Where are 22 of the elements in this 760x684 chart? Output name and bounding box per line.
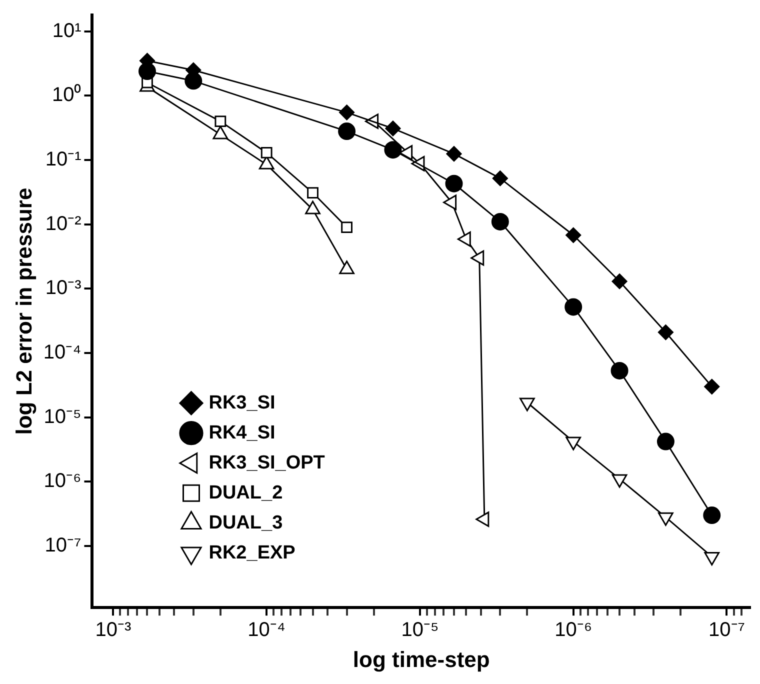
y-tick-label: 10¹ xyxy=(52,20,82,42)
legend-label: DUAL_3 xyxy=(208,512,283,534)
y-tick-label: 10⁻⁵ xyxy=(44,406,82,428)
legend-label: RK3_SI_OPT xyxy=(208,452,326,474)
y-axis-title: log L2 error in pressure xyxy=(11,188,36,435)
y-tick-label: 10⁰ xyxy=(52,83,82,106)
x-axis-title: log time-step xyxy=(352,646,490,672)
x-tick-label: 10⁻³ xyxy=(95,619,132,642)
x-tick-label: 10⁻⁶ xyxy=(554,619,592,642)
legend-label: DUAL_2 xyxy=(208,482,283,504)
y-tick-label: 10⁻⁶ xyxy=(44,470,82,492)
legend-label: RK3_SI xyxy=(208,392,276,414)
y-tick-label: 10⁻² xyxy=(45,212,82,235)
x-tick-label: 10⁻⁷ xyxy=(708,619,745,642)
y-tick-label: 10⁻⁴ xyxy=(43,342,82,364)
legend-label: RK2_EXP xyxy=(208,542,296,564)
legend-label: RK4_SI xyxy=(208,422,276,444)
y-tick-label: 10⁻¹ xyxy=(45,148,82,171)
y-tick-label: 10⁻³ xyxy=(45,277,82,300)
x-tick-label: 10⁻⁴ xyxy=(248,619,286,642)
x-tick-label: 10⁻⁵ xyxy=(401,619,439,642)
y-tick-label: 10⁻⁷ xyxy=(44,534,82,556)
